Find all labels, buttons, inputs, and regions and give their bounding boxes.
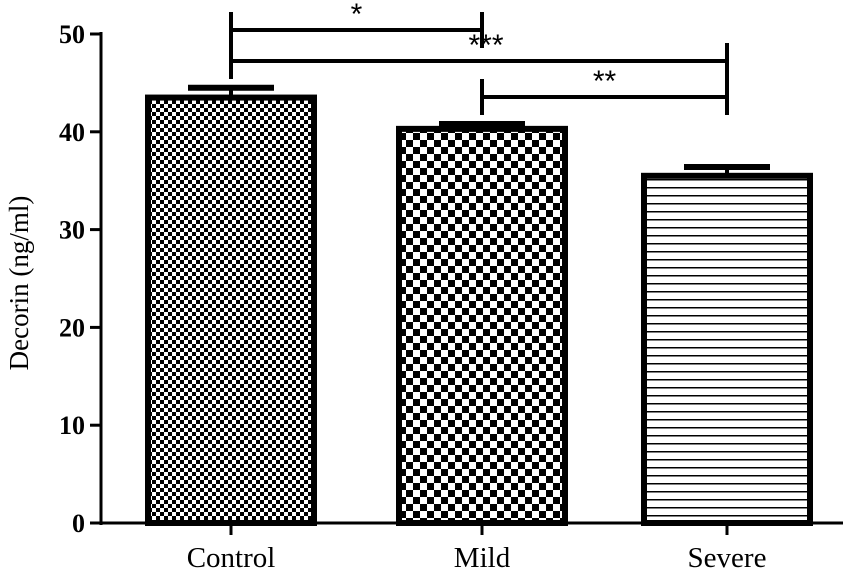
x-tick-label-severe: Severe — [688, 542, 767, 574]
x-tick-label-control: Control — [187, 542, 276, 574]
y-tick-label: 0 — [72, 509, 85, 538]
y-tick-label: 30 — [59, 216, 85, 245]
y-tick-label: 10 — [59, 411, 85, 440]
significance-label: ** — [593, 65, 617, 98]
x-tick-label-mild: Mild — [454, 542, 511, 574]
bar-severe — [641, 172, 813, 526]
significance-bracket-2: *** — [229, 29, 729, 79]
significance-bracket-3: ** — [480, 65, 729, 115]
y-tick-label: 40 — [59, 118, 85, 147]
y-tick-label: 50 — [59, 20, 85, 49]
bar-control — [145, 94, 317, 526]
significance-annotations: ****** — [229, 0, 729, 115]
significance-label: * — [351, 0, 363, 31]
bar-mild — [396, 125, 568, 526]
bars — [145, 84, 813, 526]
significance-label: *** — [468, 29, 503, 62]
significance-bracket-1: * — [229, 0, 484, 48]
y-tick-label: 20 — [59, 313, 85, 342]
y-axis-title: Decorin (ng/ml) — [4, 196, 34, 371]
